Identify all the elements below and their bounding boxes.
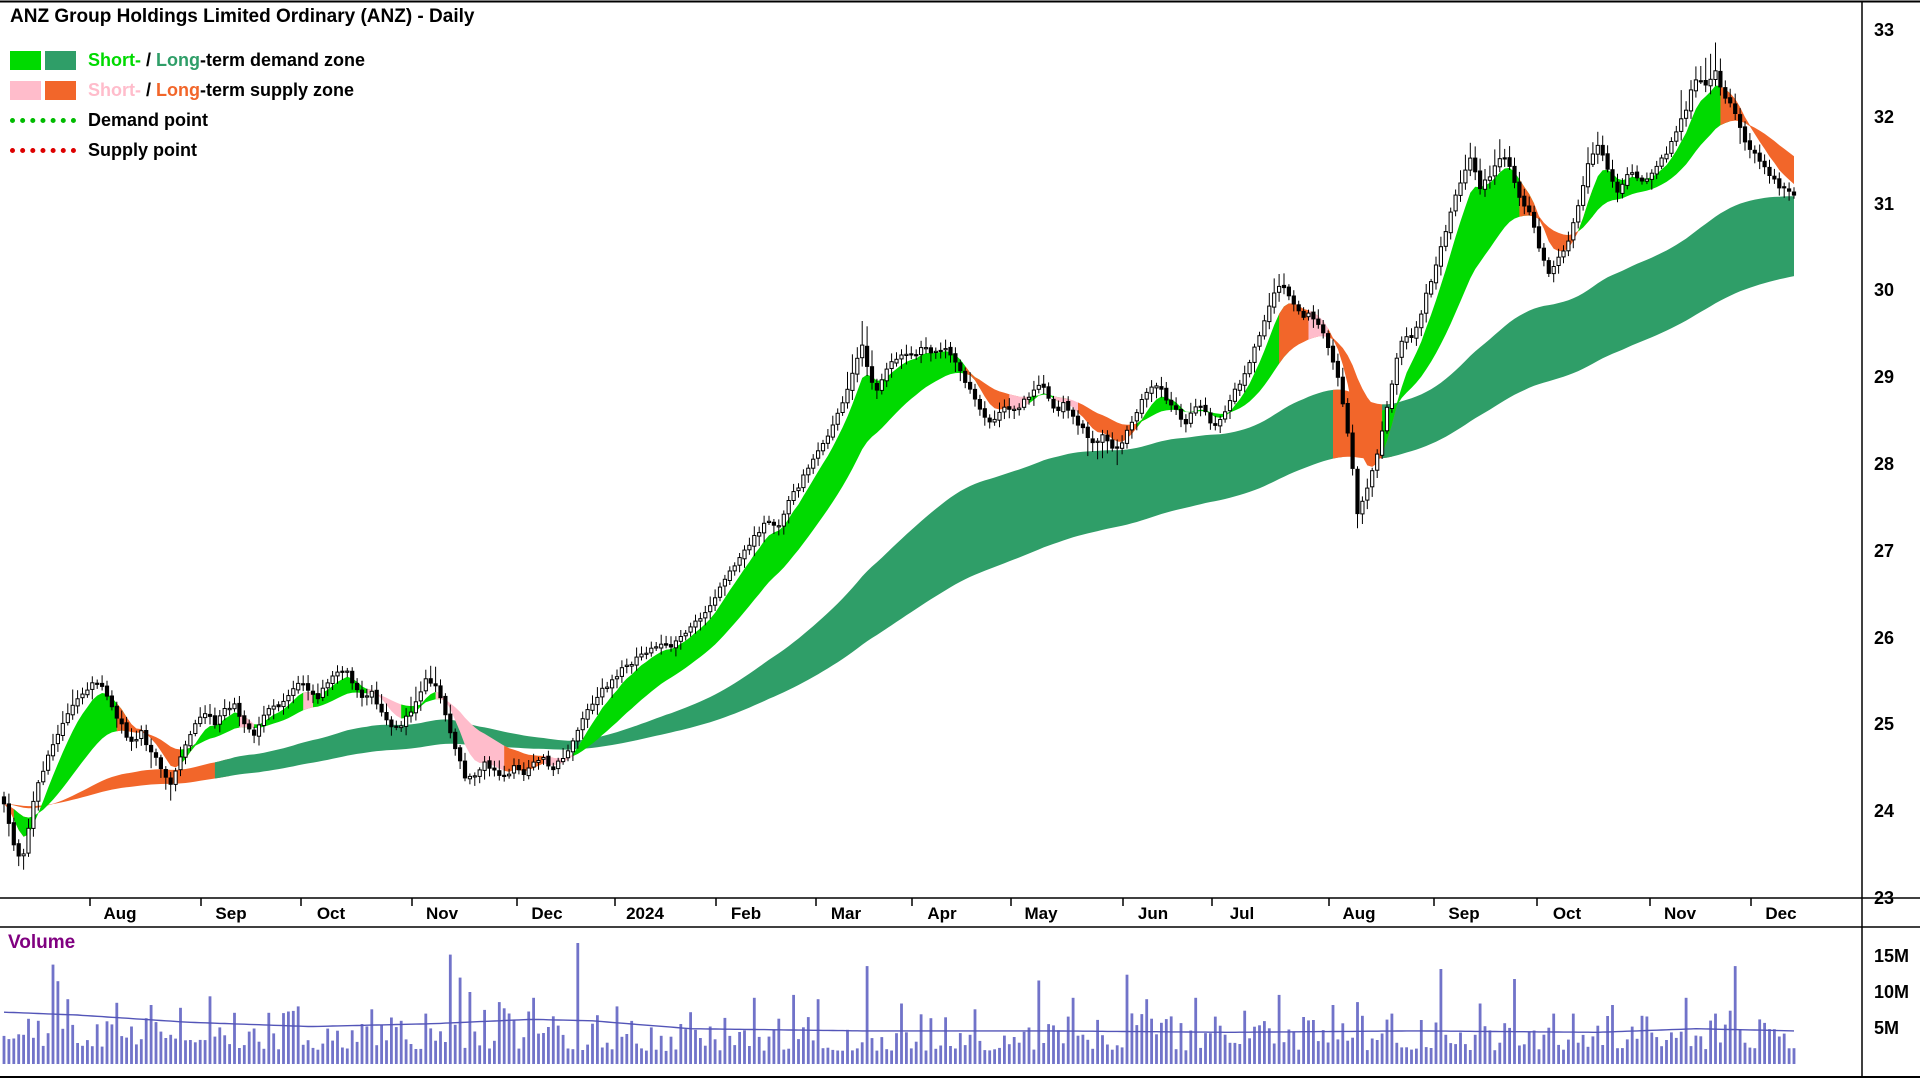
short-supply-swatch-icon xyxy=(10,81,41,100)
month-label: Jul xyxy=(1230,904,1255,923)
month-label: Sep xyxy=(215,904,246,923)
volume-ma-line xyxy=(3,1011,1795,1034)
month-label: 2024 xyxy=(626,904,664,923)
legend: Short- / Long-term demand zone Short- / … xyxy=(10,48,365,163)
month-label: Apr xyxy=(927,904,957,923)
month-label: Aug xyxy=(103,904,136,923)
long-band-segment xyxy=(214,389,1343,779)
supply-point-line-icon xyxy=(10,148,76,153)
price-tick-label: 25 xyxy=(1874,714,1894,734)
month-label: Dec xyxy=(531,904,562,923)
demand-point-line-icon xyxy=(10,118,76,123)
short-band-segment xyxy=(1578,85,1731,232)
price-tick-label: 27 xyxy=(1874,541,1894,561)
legend-demand-point: Demand point xyxy=(10,108,365,133)
chart-title: ANZ Group Holdings Limited Ordinary (ANZ… xyxy=(10,6,475,27)
legend-demand-text: Short- / Long-term demand zone xyxy=(88,50,366,70)
short-demand-swatch-icon xyxy=(10,51,41,70)
volume-tick-label: 10M xyxy=(1874,982,1909,1002)
short-band-segment xyxy=(543,739,583,766)
price-tick-label: 29 xyxy=(1874,367,1894,387)
month-label: Oct xyxy=(317,904,346,923)
month-label: Mar xyxy=(831,904,862,923)
x-axis-labels: Aug Sep Oct Nov Dec 2024 Feb Mar Apr May Jun Jul Aug… xyxy=(89,898,1797,923)
volume-panel-label: Volume xyxy=(8,932,75,953)
volume-axis-labels: 15M 10M 5M xyxy=(1874,946,1909,1038)
short-band-segment xyxy=(239,713,264,729)
month-label: Jun xyxy=(1138,904,1168,923)
short-band-segment xyxy=(965,366,1020,410)
month-label: Oct xyxy=(1553,904,1582,923)
price-tick-label: 30 xyxy=(1874,280,1894,300)
month-label: Dec xyxy=(1765,904,1796,923)
short-band-segment xyxy=(180,712,250,765)
month-label: Nov xyxy=(1664,904,1697,923)
long-band-segment xyxy=(1382,196,1794,459)
short-band-segment xyxy=(116,703,196,768)
legend-supply-point: Supply point xyxy=(10,138,365,163)
volume-tick-label: 15M xyxy=(1874,946,1909,966)
month-label: Feb xyxy=(731,904,761,923)
short-band-segment xyxy=(13,693,127,837)
long-supply-swatch-icon xyxy=(45,81,76,100)
short-band-segment xyxy=(1136,303,1289,428)
price-tick-label: 32 xyxy=(1874,107,1894,127)
month-label: Nov xyxy=(426,904,459,923)
price-tick-label: 33 xyxy=(1874,20,1894,40)
short-band-segment xyxy=(504,745,554,772)
short-band-segment xyxy=(1078,402,1147,442)
price-axis-labels: 33 32 31 30 29 28 27 26 25 24 23 xyxy=(1874,20,1894,908)
long-demand-swatch-icon xyxy=(45,51,76,70)
price-tick-label: 23 xyxy=(1874,888,1894,908)
legend-supply-text: Short- / Long-term supply zone xyxy=(88,80,355,100)
short-band-segment xyxy=(313,676,377,708)
candlesticks xyxy=(1,42,1797,870)
short-band-segment xyxy=(435,691,519,772)
month-label: Sep xyxy=(1448,904,1479,923)
short-band-segment xyxy=(572,351,980,757)
long-band-segment xyxy=(4,758,230,809)
short-band-segment xyxy=(1328,328,1397,467)
price-tick-label: 31 xyxy=(1874,194,1894,214)
short-band-segment xyxy=(1720,85,1794,185)
volume-tick-label: 5M xyxy=(1874,1018,1899,1038)
month-label: Aug xyxy=(1342,904,1375,923)
legend-demand-zone: Short- / Long-term demand zone xyxy=(10,48,365,73)
price-tick-label: 24 xyxy=(1874,801,1894,821)
price-tick-label: 28 xyxy=(1874,454,1894,474)
month-label: May xyxy=(1024,904,1058,923)
price-tick-label: 26 xyxy=(1874,628,1894,648)
legend-supply-zone: Short- / Long-term supply zone xyxy=(10,78,365,103)
